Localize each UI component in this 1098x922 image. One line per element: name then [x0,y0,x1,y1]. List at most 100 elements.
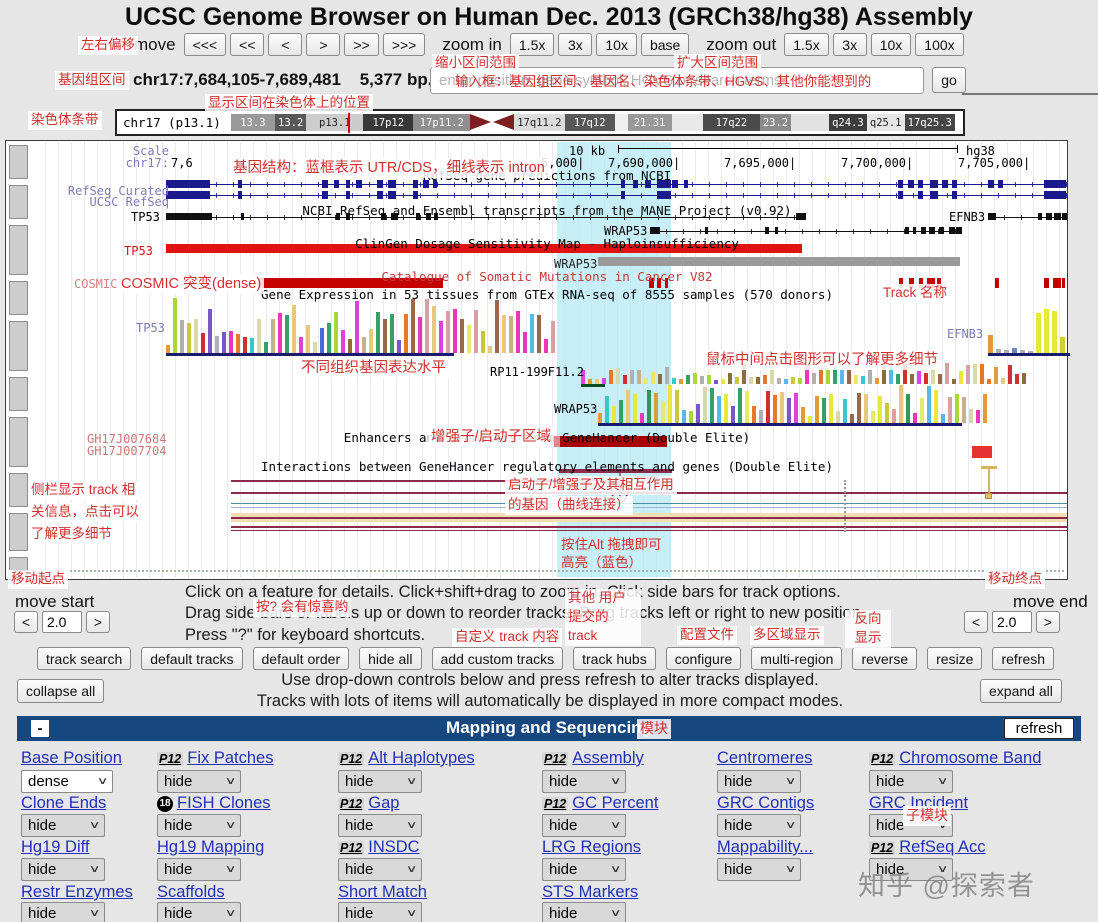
move-start-input[interactable] [42,611,82,633]
track-side-bar[interactable] [9,321,28,371]
cosmic-mutation-mark[interactable] [665,278,668,288]
toolbar-button-defaultorder[interactable]: default order [252,647,350,670]
track-visibility-select-assembly[interactable]: hide ∨ [542,770,626,793]
track-link-lrg-regions[interactable]: LRG Regions [542,838,642,856]
toolbar-button-reverse[interactable]: reverse [852,647,918,670]
track-visibility-select-clone-ends[interactable]: hide ∨ [21,814,105,837]
interaction-line[interactable] [231,517,1067,519]
track-link-short-match[interactable]: Short Match [338,883,427,901]
refseq-gene-model[interactable] [166,180,1067,188]
interaction-line[interactable] [231,530,1067,531]
refseq-gene-model[interactable] [166,191,1067,199]
zoom-out-button-10x[interactable]: 10x [870,33,912,56]
cosmic-mutation-mark[interactable] [995,278,999,288]
track-side-bar[interactable] [9,225,28,275]
track-link-clone-ends[interactable]: Clone Ends [21,794,107,812]
move-button-[interactable]: > [306,33,341,56]
gtex-rp11-chart[interactable] [581,362,1059,384]
track-visibility-select-alt-haplotypes[interactable]: hide ∨ [338,770,422,793]
track-visibility-select-centromeres[interactable]: hide ∨ [717,770,801,793]
track-visibility-select-fix-patches[interactable]: hide ∨ [157,770,241,793]
cosmic-mutation-mark[interactable] [1062,278,1065,288]
cosmic-mutation-mark[interactable] [1044,278,1049,288]
toolbar-button-configure[interactable]: configure [665,647,742,670]
move-start-left-button[interactable]: < [14,611,38,633]
track-visibility-select-refseq-acc[interactable]: hide ∨ [869,858,953,881]
track-visibility-select-fish-clones[interactable]: hide ∨ [157,814,241,837]
zoom-out-button-1.5x[interactable]: 1.5x [784,33,829,56]
move-button-[interactable]: < [268,33,303,56]
track-visibility-select-restr-enzymes[interactable]: hide ∨ [21,902,105,922]
cosmic-mutation-mark[interactable] [1053,278,1061,288]
track-link-scaffolds[interactable]: Scaffolds [157,883,225,901]
toolbar-button-defaulttracks[interactable]: default tracks [141,647,243,670]
cosmic-mutation-mark[interactable] [927,278,935,288]
toolbar-button-hideall[interactable]: hide all [359,647,422,670]
track-link-grc-contigs[interactable]: GRC Contigs [717,794,815,812]
cosmic-mutation-mark[interactable] [657,278,661,288]
cosmic-mutation-mark[interactable] [258,278,443,288]
track-side-bar[interactable] [9,377,28,411]
track-link-base-position[interactable]: Base Position [21,749,122,767]
track-visibility-select-hg19-mapping[interactable]: hide ∨ [157,858,241,881]
tp53-mane-gene[interactable] [166,213,806,220]
track-link-alt-haplotypes[interactable]: Alt Haplotypes [368,749,475,767]
interaction-line-blue[interactable] [231,507,1067,508]
track-link-sts-markers[interactable]: STS Markers [542,883,639,901]
track-visibility-select-sts-markers[interactable]: hide ∨ [542,902,626,922]
toolbar-button-tracksearch[interactable]: track search [37,647,132,670]
track-link-chromosome-band[interactable]: Chromosome Band [899,749,1042,767]
track-visibility-select-insdc[interactable]: hide ∨ [338,858,422,881]
track-link-restr-enzymes[interactable]: Restr Enzymes [21,883,133,901]
gtex-efnb3-chart[interactable] [988,307,1070,353]
clingen-wrap53-bar[interactable] [598,257,960,266]
track-side-bar[interactable] [9,473,28,507]
cosmic-mutation-mark[interactable] [919,278,923,288]
track-visibility-select-hg19-diff[interactable]: hide ∨ [21,858,105,881]
chromosome-ideogram[interactable]: chr17 (p13.1) 13.3 13.2 p13.1 17p12 17p11.2 1… [115,109,965,136]
track-visibility-select-mappability-[interactable]: hide ∨ [717,858,801,881]
wrap53-mane-gene[interactable] [650,227,962,234]
expand-all-button[interactable]: expand all [980,679,1062,703]
track-side-bar[interactable] [9,417,28,467]
track-side-bar[interactable] [9,185,28,219]
zoom-in-button-10x[interactable]: 10x [596,33,637,56]
track-visibility-select-grc-contigs[interactable]: hide ∨ [717,814,801,837]
toolbar-button-trackhubs[interactable]: track hubs [573,647,656,670]
toolbar-button-addcustomtracks[interactable]: add custom tracks [431,647,564,670]
move-button-[interactable]: << [230,33,265,56]
interaction-line[interactable] [231,480,561,482]
track-visibility-select-gap[interactable]: hide ∨ [338,814,422,837]
zoom-out-button-3x[interactable]: 3x [832,33,867,56]
clingen-tp53-bar[interactable] [166,244,802,253]
move-end-left-button[interactable]: < [964,611,988,633]
section-refresh-button[interactable]: refresh [1004,718,1074,739]
move-button-[interactable]: >> [344,33,379,56]
track-link-refseq-acc[interactable]: RefSeq Acc [899,838,986,856]
gtex-tp53-chart[interactable] [166,295,590,353]
track-visibility-select-lrg-regions[interactable]: hide ∨ [542,858,626,881]
efnb3-mane-gene[interactable] [988,213,1067,220]
zoom-in-button-1.5x[interactable]: 1.5x [509,33,555,56]
track-side-bar[interactable] [9,281,28,315]
enhancer-small-block[interactable] [972,446,992,458]
move-button-[interactable]: >>> [382,33,426,56]
track-link-fish-clones[interactable]: FISH Clones [177,794,271,812]
track-side-bar[interactable] [9,557,28,571]
track-visibility-select-scaffolds[interactable]: hide ∨ [157,902,241,922]
track-visibility-select-chromosome-band[interactable]: hide ∨ [869,770,953,793]
track-link-assembly[interactable]: Assembly [572,749,644,767]
gtex-wrap53-chart[interactable] [598,385,1018,423]
zoom-out-button-100x[interactable]: 100x [915,33,964,56]
move-button-[interactable]: <<< [183,33,227,56]
cosmic-mutation-mark[interactable] [937,278,941,288]
track-visibility-select-gc-percent[interactable]: hide ∨ [542,814,626,837]
toolbar-button-refresh[interactable]: refresh [992,647,1055,670]
toolbar-button-resize[interactable]: resize [927,647,983,670]
track-side-bar[interactable] [9,145,28,179]
track-visibility-select-base-position[interactable]: dense ∨ [21,770,113,793]
interaction-line-teal[interactable] [231,503,1067,504]
cosmic-mutation-mark[interactable] [899,278,903,288]
section-collapse-button[interactable]: - [31,720,49,737]
move-end-input[interactable] [992,611,1032,633]
